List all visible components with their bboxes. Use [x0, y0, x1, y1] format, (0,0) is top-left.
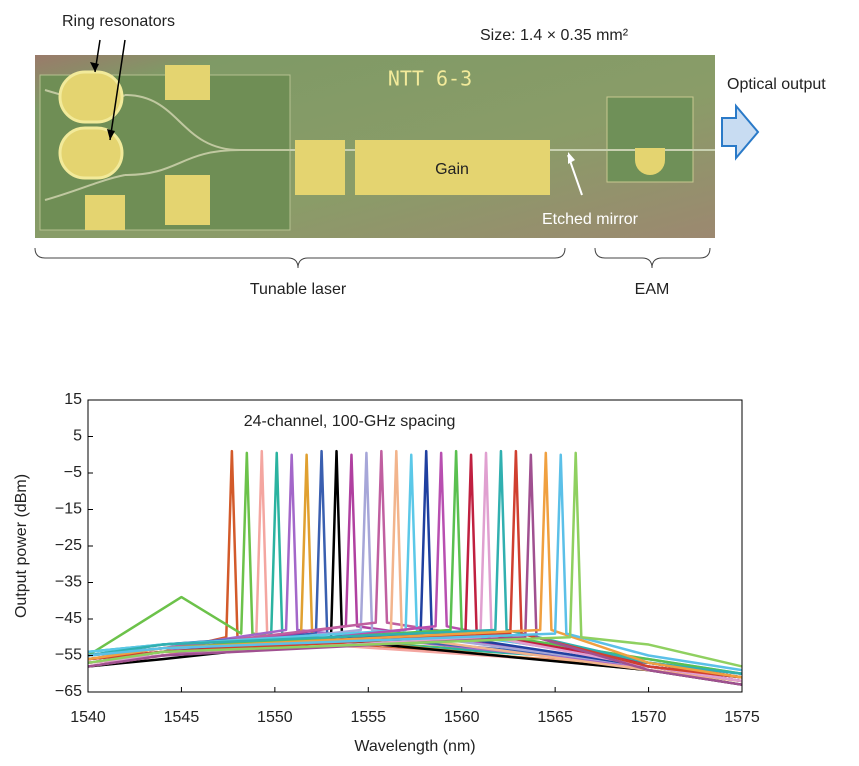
spectrum-line: [87, 453, 743, 672]
laser-label: Tunable laser: [250, 281, 347, 298]
y-tick-label: −55: [55, 647, 82, 664]
chip-micrograph: [34, 39, 760, 269]
gain-label: Gain: [435, 161, 469, 178]
y-tick-label: −5: [64, 464, 82, 481]
spectrum-line: [87, 451, 743, 668]
eam-label: EAM: [635, 281, 670, 298]
x-tick-label: 1550: [257, 709, 293, 726]
x-tick-label: 1545: [164, 709, 200, 726]
y-axis-title: Output power (dBm): [13, 474, 30, 618]
y-tick-label: −35: [55, 574, 82, 591]
ring-label: Ring resonators: [62, 13, 175, 30]
chip-marking: NTT 6-3: [388, 67, 472, 91]
mirror-label: Etched mirror: [542, 211, 639, 228]
x-axis-title: Wavelength (nm): [354, 738, 475, 755]
x-tick-label: 1565: [537, 709, 573, 726]
y-tick-label: 15: [64, 391, 82, 408]
spectrum-chart: 15 5 −5 −15 −25 −35 −45 −55 −65 1540 1545 1550 1555 1…: [13, 391, 760, 755]
spectrum-line: [87, 453, 743, 686]
y-tick-label: −65: [55, 683, 82, 700]
y-tick-label: −25: [55, 537, 82, 554]
output-label: Optical output: [727, 76, 826, 93]
annotation: 24-channel, 100-GHz spacing: [244, 413, 456, 430]
y-tick-label: −45: [55, 610, 82, 627]
size-label: Size: 1.4 × 0.35 mm²: [480, 27, 629, 44]
x-tick-label: 1540: [70, 709, 106, 726]
x-tick-label: 1570: [631, 709, 667, 726]
x-tick-label: 1575: [724, 709, 760, 726]
y-tick-label: −15: [55, 501, 82, 518]
x-tick-label: 1560: [444, 709, 480, 726]
x-tick-label: 1555: [350, 709, 386, 726]
y-tick-label: 5: [73, 428, 82, 445]
